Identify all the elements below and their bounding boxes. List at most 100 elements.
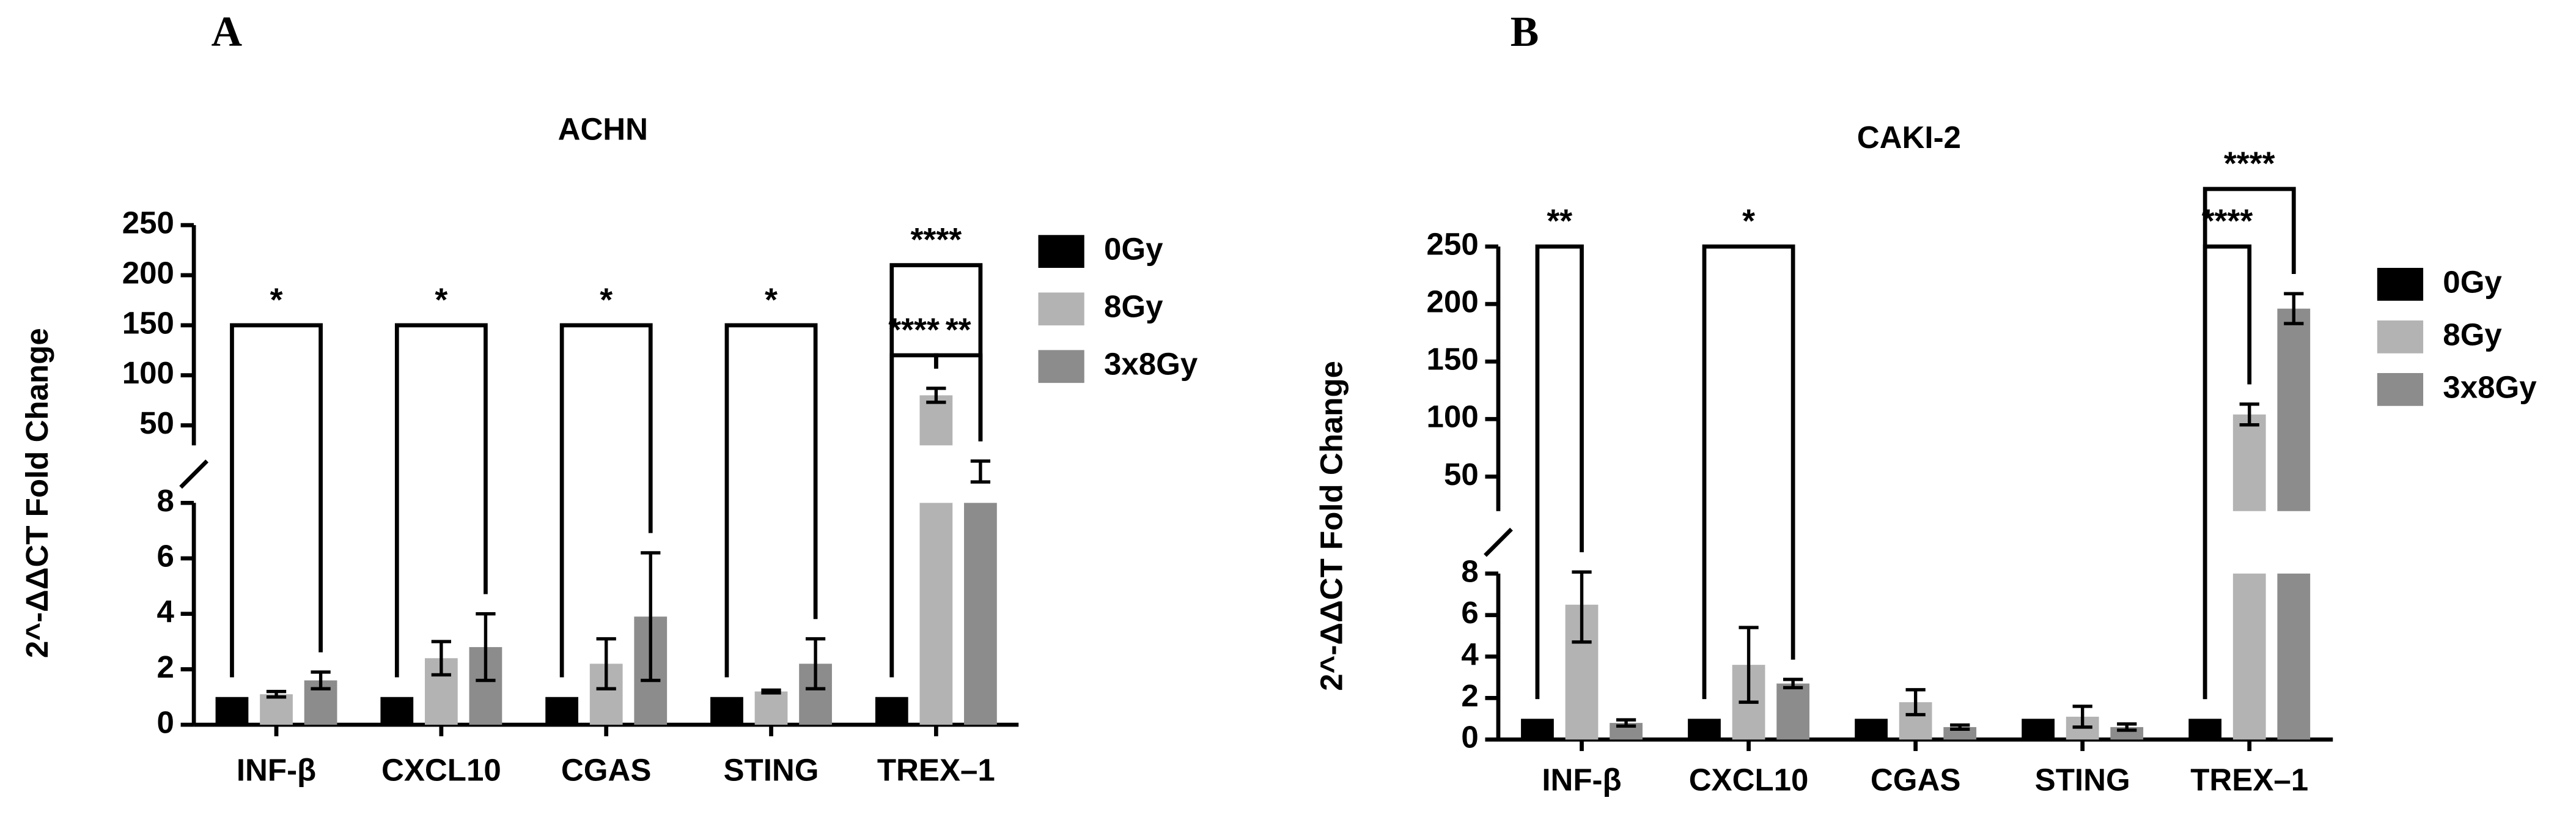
y-tick-label: 0 [156,705,174,740]
x-tick-label: STING [724,752,819,787]
y-tick-label: 4 [156,594,174,629]
y-tick-label: 250 [1427,227,1479,262]
error-bar [1950,723,1970,731]
bar [754,691,788,725]
y-tick-label: 6 [1461,595,1478,630]
bar [260,694,293,725]
bar [964,503,997,725]
legend-label: 8Gy [1104,289,1163,324]
bar [545,697,578,725]
x-tick-label: TREX–1 [877,752,995,787]
y-tick-label: 150 [122,305,174,340]
significance-bracket [230,323,323,678]
bar [2277,308,2311,511]
bar [1688,719,1721,740]
y-tick-label: 8 [156,483,174,518]
error-bar [1616,718,1636,728]
significance-label: * [1742,203,1755,240]
chart-title: ACHN [558,111,648,146]
legend-label: 3x8Gy [2443,369,2537,404]
x-tick-label: TREX–1 [2190,763,2308,797]
error-bar [2284,292,2304,325]
significance-label: ** [1547,203,1572,240]
axis-break [179,459,209,489]
error-bar [970,459,991,484]
significance-label: ** [946,312,971,349]
error-bar [476,612,496,683]
significance-label: **** [911,221,962,258]
error-bar [311,670,331,690]
significance-bracket [889,263,983,678]
error-bar [431,640,451,677]
legend-swatch [2377,320,2424,353]
significance-bracket [394,323,488,678]
x-tick-label: INF-β [1542,763,1621,797]
error-bar [1905,688,1926,717]
y-tick-label: 8 [1461,553,1478,588]
y-tick-label: 250 [122,205,174,240]
y-tick-label: 50 [139,405,174,440]
bar [1855,719,1888,740]
panel-letter: B [1511,9,1539,56]
bar [2232,414,2266,511]
bar [2022,719,2055,740]
legend-swatch [1038,235,1084,268]
bar [2188,719,2222,740]
significance-bracket [2202,187,2296,700]
chart-title: CAKI-2 [1857,120,1961,155]
axis-break [1484,527,1513,557]
error-bar [1572,570,1592,644]
significance-label: * [435,281,447,318]
error-bar [2239,402,2259,427]
y-tick-label: 4 [1461,637,1479,671]
significance-bracket [1702,244,1795,700]
significance-label: * [270,281,283,318]
x-tick-label: CXCL10 [381,752,501,787]
x-tick-label: CGAS [561,752,651,787]
error-bar [1739,626,1759,704]
significance-bracket [1535,244,1584,700]
bar [2232,573,2266,740]
legend-label: 3x8Gy [1104,347,1198,382]
x-tick-label: INF-β [237,752,316,787]
y-tick-label: 50 [1444,457,1479,492]
error-bar [1783,678,1803,690]
bar [1521,719,1554,740]
error-bar [761,688,781,695]
y-tick-label: 2 [156,649,174,684]
legend-label: 0Gy [1104,232,1163,267]
error-bar [641,551,661,683]
legend-swatch [1038,350,1084,383]
x-tick-label: CGAS [1871,763,1960,797]
y-tick-label: 200 [122,255,174,290]
significance-label: * [765,281,778,318]
bar [2277,573,2311,740]
significance-label: * [600,281,613,318]
significance-bracket [724,323,818,678]
y-tick-label: 100 [1427,399,1479,434]
y-axis-label: 2^-ΔΔCT Fold Change [1314,361,1349,691]
panel-letter: A [212,9,242,56]
bar [710,697,743,725]
legend-swatch [2377,373,2424,406]
y-axis-label: 2^-ΔΔCT Fold Change [20,328,54,658]
significance-label: **** [2202,203,2253,240]
y-tick-label: 150 [1427,342,1479,377]
x-tick-label: CXCL10 [1689,763,1809,797]
y-tick-label: 0 [1461,720,1478,755]
significance-bracket [559,323,653,678]
error-bar [2117,722,2137,732]
y-tick-label: 100 [122,355,174,390]
legend-label: 0Gy [2443,264,2502,299]
error-bar [926,387,946,404]
bar [215,697,249,725]
significance-label: **** [2224,146,2275,182]
bar [919,503,953,725]
error-bar [2072,705,2092,729]
significance-label: **** [888,312,940,349]
x-tick-label: STING [2035,763,2130,797]
error-bar [266,689,287,699]
bar [380,697,414,725]
